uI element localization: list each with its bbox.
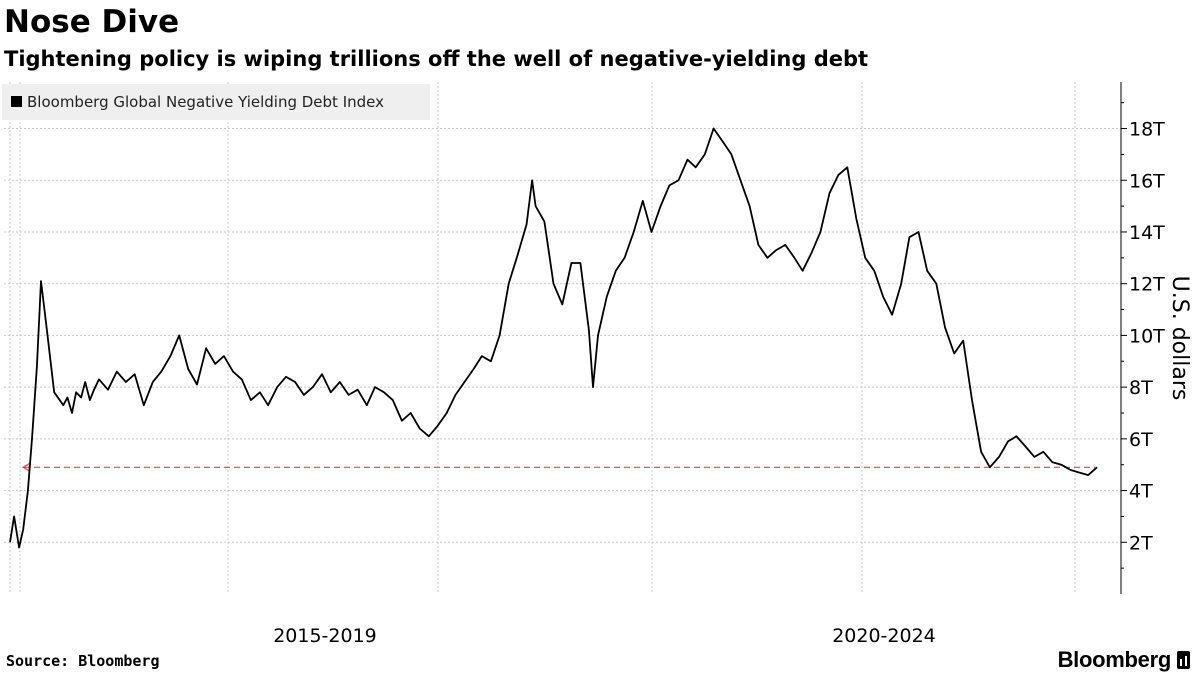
y-tick-label: 12T xyxy=(1129,274,1165,296)
terminal-icon xyxy=(1177,651,1190,669)
chart-title: Nose Dive xyxy=(4,4,180,40)
y-tick-label: 6T xyxy=(1129,429,1153,451)
y-tick-label: 4T xyxy=(1129,481,1153,503)
reference-arrow xyxy=(21,462,31,472)
y-tick-label: 2T xyxy=(1129,532,1153,554)
y-tick-label: 18T xyxy=(1129,119,1165,141)
chart-subtitle: Tightening policy is wiping trillions of… xyxy=(4,47,869,71)
source-value: Bloomberg xyxy=(78,652,160,670)
source-label: Source: xyxy=(6,652,70,670)
y-tick-label: 10T xyxy=(1129,325,1165,347)
brand-wordmark: Bloomberg xyxy=(1057,647,1172,672)
x-period-label: 2020-2024 xyxy=(832,625,936,647)
y-tick-label: 16T xyxy=(1129,170,1165,192)
source-note: Source: Bloomberg xyxy=(6,651,160,671)
legend-label: Bloomberg Global Negative Yielding Debt … xyxy=(27,93,384,111)
y-tick-label: 8T xyxy=(1129,377,1153,399)
x-period-label: 2015-2019 xyxy=(273,625,377,647)
y-axis-title: U.S. dollars xyxy=(1167,276,1192,401)
y-tick-label: 14T xyxy=(1129,222,1165,244)
legend-swatch xyxy=(11,96,22,107)
legend-box xyxy=(2,84,430,120)
series-line xyxy=(9,127,1098,549)
bloomberg-logo: Bloomberg xyxy=(1058,647,1190,673)
